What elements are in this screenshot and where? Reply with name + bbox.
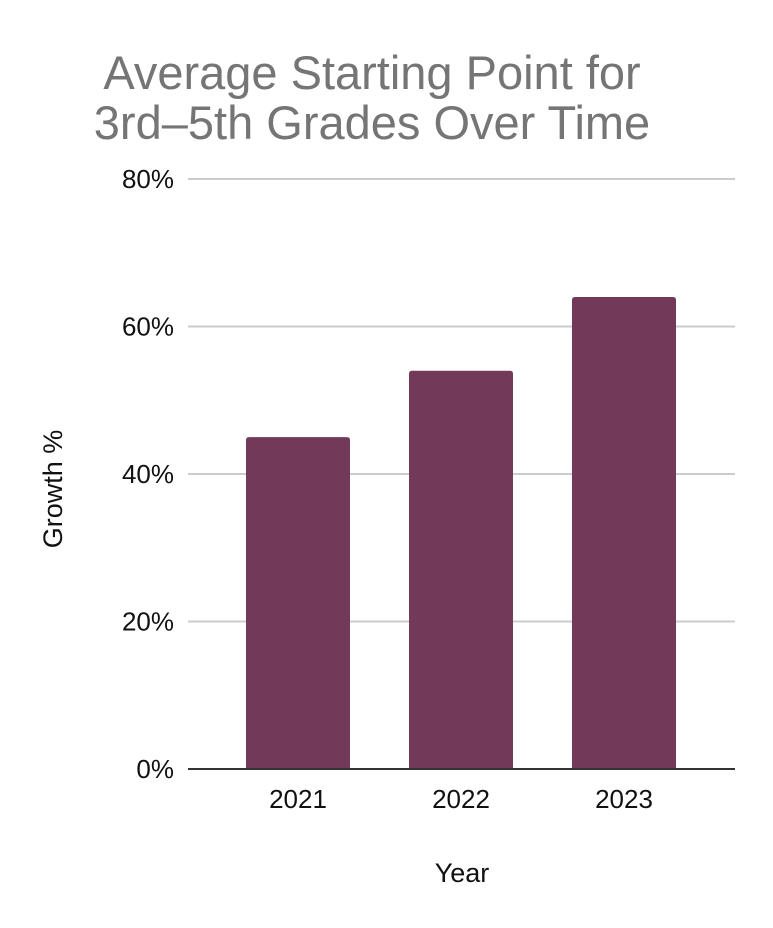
bars xyxy=(246,297,676,769)
y-tick-label: 20% xyxy=(122,607,174,637)
y-tick-label: 80% xyxy=(122,164,174,194)
x-tick-label: 2021 xyxy=(269,784,327,814)
bar-2023 xyxy=(572,297,676,769)
x-axis-title: Year xyxy=(435,858,490,888)
bar-2021 xyxy=(246,437,350,769)
x-axis-ticks: 2021 2022 2023 xyxy=(269,784,653,814)
chart-title-line-1: Average Starting Point for xyxy=(103,46,640,99)
y-axis-title: Growth % xyxy=(38,430,68,549)
x-tick-label: 2023 xyxy=(595,784,653,814)
chart-title-line-2: 3rd–5th Grades Over Time xyxy=(94,96,650,149)
x-tick-label: 2022 xyxy=(432,784,490,814)
y-tick-label: 40% xyxy=(122,459,174,489)
y-tick-label: 60% xyxy=(122,312,174,342)
y-axis-ticks: 0% 20% 40% 60% 80% xyxy=(122,164,174,784)
bar-2022 xyxy=(409,370,513,769)
y-tick-label: 0% xyxy=(136,754,174,784)
